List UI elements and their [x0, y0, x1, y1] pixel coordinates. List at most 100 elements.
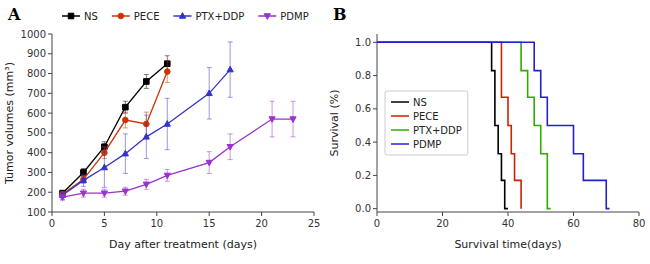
y-tick [373, 208, 377, 209]
figure: 0510152025100200300400500600700800900100… [0, 0, 650, 264]
legend-swatch [391, 115, 409, 117]
x-tick-label: 40 [502, 218, 515, 229]
point [290, 117, 296, 123]
error-bar [102, 148, 107, 188]
error-bar [123, 112, 128, 128]
y-tick [48, 113, 52, 114]
point [143, 182, 149, 188]
panel: 0204060800.00.20.40.60.81.0Survival time… [328, 5, 645, 251]
point [101, 164, 107, 170]
y-tick-label: 500 [27, 127, 46, 138]
point [227, 144, 233, 150]
error-bar [81, 189, 86, 197]
y-tick [48, 152, 52, 153]
legend-label: PDMP [413, 139, 441, 150]
x-tick [156, 212, 157, 216]
error-bar [60, 194, 65, 200]
y-tick-label: 0.8 [355, 70, 371, 81]
y-tick-label: 900 [27, 48, 46, 59]
y-axis-line [377, 34, 378, 212]
y-tick-label: 400 [27, 147, 46, 158]
legend-marker [118, 13, 124, 19]
error-bar [165, 61, 170, 83]
plot-area [377, 42, 610, 208]
legend-box [385, 91, 468, 155]
legend-swatch [391, 143, 409, 145]
x-tick-label: 0 [49, 218, 55, 229]
point [269, 117, 275, 123]
panel: 0510152025100200300400500600700800900100… [3, 5, 320, 251]
y-tick-label: 700 [27, 88, 46, 99]
point [227, 66, 233, 72]
legend-marker [179, 13, 185, 19]
survival-line [377, 42, 521, 208]
point [122, 150, 128, 156]
error-bar [102, 189, 107, 197]
x-tick [573, 212, 574, 216]
x-tick [261, 212, 262, 216]
error-bar [81, 175, 86, 183]
y-tick [373, 175, 377, 176]
y-tick [48, 172, 52, 173]
point [59, 195, 65, 201]
x-axis-label: Day after treatment (days) [109, 238, 257, 251]
survival-line [377, 42, 551, 208]
y-tick [48, 53, 52, 54]
legend: NSPECEPTX+DDPPDMP [62, 11, 309, 22]
error-bar [228, 42, 233, 97]
y-tick-label: 0.0 [355, 203, 371, 214]
point [123, 117, 129, 123]
legend-label: PTX+DDP [413, 125, 462, 136]
y-tick [373, 108, 377, 109]
legend-swatch [391, 101, 409, 103]
error-bar [291, 101, 296, 137]
x-tick-label: 20 [436, 218, 449, 229]
legend-label: PDMP [280, 11, 308, 22]
y-tick [373, 142, 377, 143]
error-bar [165, 169, 170, 181]
x-tick [209, 212, 210, 216]
y-tick-label: 100 [27, 207, 46, 218]
panel-label: B [333, 5, 347, 24]
y-tick [48, 192, 52, 193]
y-tick-label: 0.2 [355, 170, 371, 181]
x-tick [442, 212, 443, 216]
y-axis-label: Tumor volumes (mm³) [3, 62, 16, 185]
point [164, 173, 170, 179]
y-axis-line [52, 34, 53, 212]
x-tick [104, 212, 105, 216]
error-bar [207, 152, 212, 174]
x-tick-label: 15 [203, 218, 216, 229]
y-tick [48, 93, 52, 94]
error-bar [144, 179, 149, 189]
y-tick-label: 600 [27, 108, 46, 119]
series-line [62, 70, 230, 196]
x-tick-label: 60 [567, 218, 580, 229]
y-tick [48, 34, 52, 35]
y-tick [48, 73, 52, 74]
y-tick [373, 75, 377, 76]
point [164, 121, 170, 127]
y-tick [48, 212, 52, 213]
point [206, 160, 212, 166]
error-bar [144, 115, 149, 159]
y-axis-label: Survival (%) [328, 90, 341, 157]
plot-area [59, 42, 296, 201]
error-bar [270, 101, 275, 137]
legend-label: PECE [413, 111, 439, 122]
x-tick [52, 212, 53, 216]
y-tick [48, 132, 52, 133]
legend-swatch [391, 129, 409, 131]
x-tick-label: 0 [374, 218, 380, 229]
panel-label: A [7, 5, 21, 24]
legend-marker [68, 13, 74, 19]
error-bar [123, 134, 128, 174]
y-tick-label: 1.0 [355, 37, 371, 48]
x-tick-label: 10 [150, 218, 163, 229]
error-bar [81, 174, 86, 186]
y-tick-label: 300 [27, 167, 46, 178]
legend-label: NS [84, 11, 98, 22]
point [80, 191, 86, 197]
y-tick-label: 1000 [21, 29, 46, 40]
error-bar [144, 75, 149, 89]
